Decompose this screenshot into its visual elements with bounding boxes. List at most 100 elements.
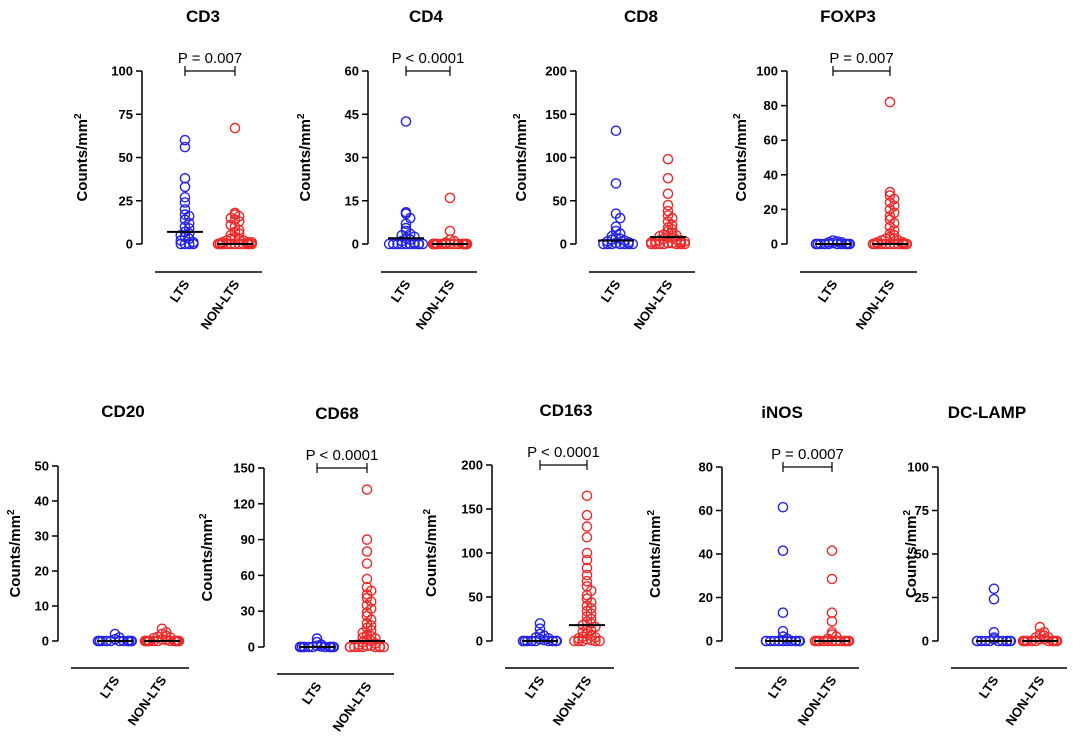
y-axis-label: Counts/mm2: [73, 113, 91, 202]
p-value-label: P = 0.007: [829, 50, 893, 67]
y-axis-label-superscript: 2: [6, 509, 17, 515]
data-point-non-lts: [826, 545, 838, 557]
data-point-non-lts: [361, 558, 373, 569]
data-point-non-lts: [357, 641, 369, 653]
data-point-non-lts: [374, 641, 386, 653]
p-value-label: P < 0.0001: [527, 444, 600, 461]
y-axis-label-text: Counts/mm: [74, 119, 91, 202]
y-axis-label: Counts/mm2: [6, 509, 24, 598]
y-axis-label-text: Counts/mm: [647, 516, 664, 599]
data-point-lts: [396, 238, 408, 250]
chart-title: CD68: [315, 404, 358, 423]
chart-panel-cd8: CD8 0 50 100 150 200 Counts/mm2 LTS NON-LTS: [512, 7, 695, 332]
chart-panel-cd4: CD4 0 15 30 45 60 Counts/mm2 LTS NON-LTS P < 0.00…: [296, 7, 477, 332]
y-axis-label-superscript: 2: [296, 113, 307, 119]
y-tick-label: 100: [461, 546, 483, 561]
data-point-lts: [610, 237, 622, 249]
p-value-label: P = 0.007: [178, 50, 242, 67]
y-axis-label-superscript: 2: [732, 113, 743, 119]
y-axis-label: Counts/mm2: [732, 113, 750, 202]
data-point-lts: [598, 238, 609, 250]
data-point-lts: [988, 583, 1000, 595]
data-point-lts: [988, 627, 1000, 638]
data-point-non-lts: [349, 641, 360, 653]
chart-panel-foxp3: FOXP3 0 20 40 60 80 100 Counts/mm2 LTS NON-LTS P =…: [732, 7, 917, 332]
data-point-non-lts: [662, 153, 674, 165]
y-tick-label: 30: [35, 529, 49, 544]
data-point-lts: [610, 178, 622, 189]
y-tick-label: 50: [553, 193, 567, 208]
y-axis-label-text: Counts/mm: [903, 516, 920, 599]
x-tick-label-lts: LTS: [765, 673, 791, 701]
x-tick-label-lts: LTS: [522, 673, 548, 701]
y-tick-label: 20: [35, 564, 49, 579]
y-tick-label: 50: [469, 590, 483, 605]
y-tick-label: 100: [756, 64, 778, 79]
x-tick-label-non-lts: NON-LTS: [125, 673, 170, 728]
data-point-lts: [988, 593, 1000, 605]
x-tick-label-lts: LTS: [388, 277, 414, 305]
x-tick-label-non-lts: NON-LTS: [853, 277, 898, 332]
y-tick-label: 40: [35, 494, 49, 509]
y-axis-label-text: Counts/mm: [7, 515, 24, 598]
data-point-lts: [392, 238, 403, 250]
y-tick-label: 60: [699, 503, 713, 518]
data-point-lts: [413, 238, 425, 250]
y-tick-label: 80: [764, 98, 778, 113]
y-axis-label: Counts/mm2: [296, 113, 314, 202]
y-axis-label-superscript: 2: [902, 510, 913, 516]
data-point-non-lts: [675, 238, 687, 250]
y-tick-label: 60: [764, 133, 778, 148]
y-tick-label: 120: [233, 496, 255, 511]
data-point-non-lts: [361, 573, 373, 585]
y-tick-label: 0: [771, 237, 778, 252]
data-point-non-lts: [361, 534, 373, 545]
y-axis-label-superscript: 2: [73, 113, 84, 119]
data-point-non-lts: [662, 172, 674, 184]
data-point-non-lts: [650, 238, 661, 250]
y-tick-label: 20: [764, 202, 778, 217]
y-tick-label: 50: [915, 547, 929, 562]
data-point-non-lts: [581, 575, 593, 587]
data-point-lts: [179, 134, 191, 146]
x-tick-label-non-lts: NON-LTS: [198, 277, 243, 332]
data-point-non-lts: [361, 484, 373, 495]
p-value-label: P = 0.0007: [771, 446, 844, 463]
data-point-non-lts: [658, 238, 670, 250]
data-point-lts: [417, 238, 429, 250]
data-point-non-lts: [662, 188, 674, 200]
data-point-lts: [179, 181, 191, 193]
data-point-non-lts: [590, 635, 601, 647]
data-point-non-lts: [370, 641, 381, 653]
y-tick-label: 45: [345, 107, 359, 122]
data-point-lts: [602, 238, 613, 250]
data-point-lts: [179, 172, 191, 184]
data-point-lts: [400, 238, 412, 250]
chart-title: iNOS: [761, 403, 803, 422]
y-tick-label: 100: [111, 64, 133, 79]
x-tick-label-non-lts: NON-LTS: [631, 277, 676, 332]
y-tick-label: 0: [42, 634, 49, 649]
x-tick-label-non-lts: NON-LTS: [1003, 673, 1048, 728]
data-point-non-lts: [884, 96, 896, 108]
y-tick-label: 60: [241, 568, 255, 583]
chart-panel-cd163: CD163 0 50 100 150 200 Counts/mm2 LTS NON-LTS P <…: [422, 401, 614, 728]
x-tick-label-lts: LTS: [167, 277, 193, 305]
y-tick-label: 0: [476, 634, 483, 649]
data-point-non-lts: [581, 554, 593, 566]
chart-panel-dc-lamp: DC-LAMP 0 25 50 75 100 Counts/mm2 LTS NON-LTS: [902, 403, 1067, 728]
data-point-non-lts: [378, 641, 390, 653]
chart-title: CD8: [624, 7, 658, 26]
data-point-non-lts: [671, 238, 682, 250]
y-tick-label: 40: [764, 167, 778, 182]
data-point-non-lts: [444, 225, 456, 237]
y-tick-label: 0: [248, 640, 255, 655]
data-point-lts: [610, 125, 622, 136]
p-value-label: P < 0.0001: [392, 50, 465, 67]
y-tick-label: 40: [699, 547, 713, 562]
data-point-non-lts: [679, 238, 691, 250]
data-point-lts: [777, 545, 789, 557]
data-point-lts: [614, 212, 626, 224]
chart-title: DC-LAMP: [948, 403, 1026, 422]
data-point-non-lts: [581, 509, 593, 521]
